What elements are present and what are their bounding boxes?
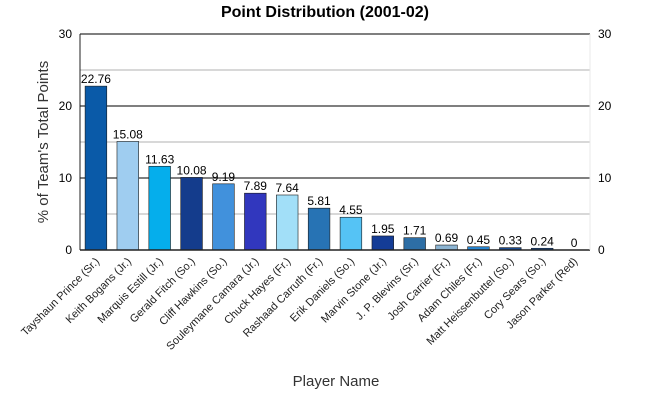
y-axis-title: % of Team's Total Points: [35, 61, 52, 223]
bar: [84, 85, 108, 251]
bar: [339, 216, 363, 251]
data-label: 15.08: [113, 127, 143, 141]
y-tick-label-right: 0: [598, 243, 605, 257]
bar: [244, 192, 267, 251]
bars: [84, 85, 554, 251]
x-axis-title: Player Name: [293, 373, 380, 390]
y-tick-label-left: 0: [65, 243, 72, 257]
data-label: 7.64: [276, 181, 300, 195]
y-tick-label-right: 30: [598, 27, 612, 41]
bar: [180, 177, 203, 251]
axes: [79, 34, 591, 251]
data-label: 7.89: [244, 179, 268, 193]
data-label: 0.33: [499, 234, 523, 248]
data-label: 5.81: [307, 194, 331, 208]
y-tick-label-left: 30: [59, 27, 73, 41]
data-label: 1.95: [371, 222, 395, 236]
data-label: 0.45: [467, 233, 491, 247]
bar: [212, 183, 235, 251]
y-tick-label-right: 20: [598, 99, 612, 113]
bar: [403, 237, 426, 251]
data-label: 4.55: [339, 203, 363, 217]
bar: [371, 235, 394, 251]
data-label: 0: [571, 236, 578, 250]
y-tick-label-left: 10: [59, 171, 73, 185]
data-label: 9.19: [212, 170, 236, 184]
y-tick-label-left: 20: [59, 99, 73, 113]
data-label: 0.69: [435, 231, 459, 245]
data-label: 11.63: [145, 152, 174, 166]
bar: [148, 165, 171, 251]
data-label: 10.08: [177, 163, 207, 177]
bar: [307, 207, 331, 251]
y-tick-label-right: 10: [598, 171, 612, 185]
bar: [276, 194, 299, 251]
data-label: 1.71: [403, 224, 427, 238]
data-label: 0.24: [531, 234, 555, 248]
tick-labels: 0 0 10 10 20 20 30 30: [59, 27, 612, 257]
data-label: 22.76: [81, 72, 111, 86]
bar: [116, 141, 139, 251]
chart-title: Point Distribution (2001-02): [221, 4, 429, 21]
